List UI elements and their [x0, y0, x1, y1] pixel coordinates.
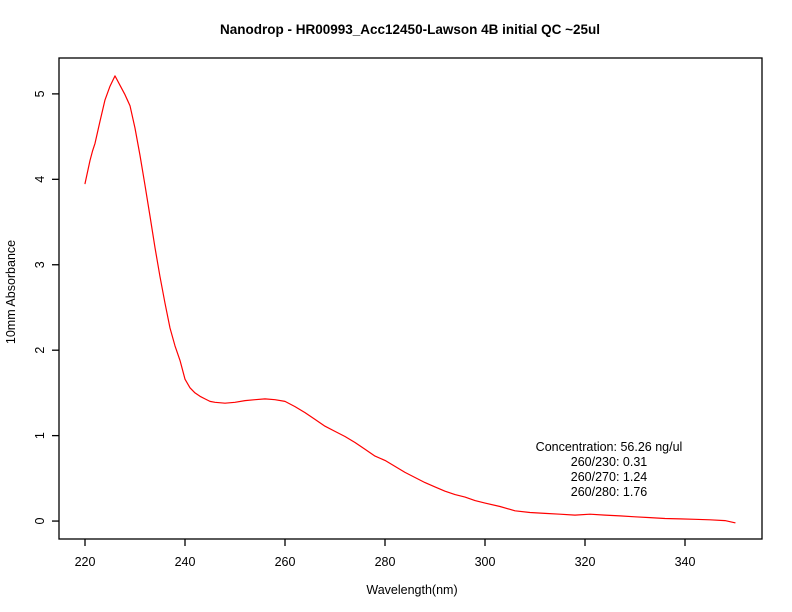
y-axis: 0 1 2 3 4 5 — [33, 90, 59, 525]
y-tick-label: 3 — [33, 261, 47, 268]
y-tick-label: 5 — [33, 90, 47, 97]
plot-box — [58, 57, 763, 540]
y-tick-label: 0 — [33, 518, 47, 525]
x-tick-label: 340 — [675, 555, 696, 569]
annotation-ratio-260-270: 260/270: 1.24 — [571, 470, 648, 484]
annotation-ratio-260-280: 260/280: 1.76 — [571, 485, 648, 499]
chart-title: Nanodrop - HR00993_Acc12450-Lawson 4B in… — [220, 22, 600, 37]
absorbance-spectrum-line — [84, 75, 736, 524]
x-tick-label: 260 — [275, 555, 296, 569]
annotation-concentration: Concentration: 56.26 ng/ul — [536, 440, 683, 454]
x-axis-label: Wavelength(nm) — [366, 583, 457, 597]
y-tick-label: 1 — [33, 432, 47, 439]
x-tick-label: 300 — [475, 555, 496, 569]
y-tick-label: 2 — [33, 347, 47, 354]
annotation-block: Concentration: 56.26 ng/ul 260/230: 0.31… — [536, 440, 683, 499]
y-axis-label: 10mm Absorbance — [4, 240, 18, 344]
x-tick-label: 280 — [375, 555, 396, 569]
x-tick-label: 320 — [575, 555, 596, 569]
x-axis: 220 240 260 280 300 320 340 — [75, 539, 696, 569]
x-tick-label: 240 — [175, 555, 196, 569]
annotation-ratio-260-230: 260/230: 0.31 — [571, 455, 648, 469]
series-group — [84, 75, 736, 524]
y-tick-label: 4 — [33, 176, 47, 183]
x-tick-label: 220 — [75, 555, 96, 569]
